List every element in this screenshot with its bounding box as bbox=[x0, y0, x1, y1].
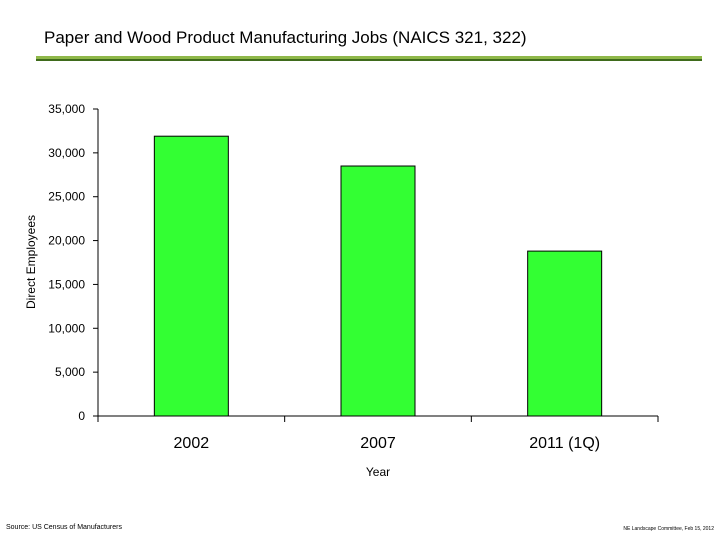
y-tick-label: 20,000 bbox=[48, 234, 85, 248]
bar-2007 bbox=[340, 165, 416, 417]
title-divider-shadow bbox=[36, 59, 702, 61]
footer-credit: NE Landscape Committee, Feb 15, 2012 bbox=[623, 526, 714, 532]
source-note: Source: US Census of Manufacturers bbox=[6, 524, 122, 531]
bar-2011-1q- bbox=[527, 250, 603, 417]
chart-axes bbox=[97, 109, 658, 417]
x-tick-label: 2007 bbox=[360, 435, 396, 452]
y-tick-label: 15,000 bbox=[48, 277, 85, 291]
x-tick-label: 2011 (1Q) bbox=[529, 435, 600, 452]
y-tick-label: 30,000 bbox=[48, 146, 85, 160]
bar-series bbox=[153, 135, 603, 417]
title-divider bbox=[36, 56, 702, 59]
x-axis-label: Year bbox=[366, 465, 390, 479]
slide-title: Paper and Wood Product Manufacturing Job… bbox=[44, 28, 527, 47]
y-axis-label: Direct Employees bbox=[24, 215, 38, 309]
x-tick-label: 2002 bbox=[174, 435, 210, 452]
y-tick-label: 5,000 bbox=[55, 365, 85, 379]
y-tick-label: 25,000 bbox=[48, 190, 85, 204]
y-tick-label: 10,000 bbox=[48, 321, 85, 335]
y-tick-label: 0 bbox=[78, 409, 85, 423]
bar-2002 bbox=[153, 135, 229, 417]
x-axis-ticks: 2002 2007 2011 (1Q) bbox=[97, 416, 659, 452]
y-tick-label: 35,000 bbox=[48, 102, 85, 116]
y-axis-ticks: 0 5,000 10,000 15,000 20,000 25,000 30,000 35,0… bbox=[48, 102, 98, 423]
